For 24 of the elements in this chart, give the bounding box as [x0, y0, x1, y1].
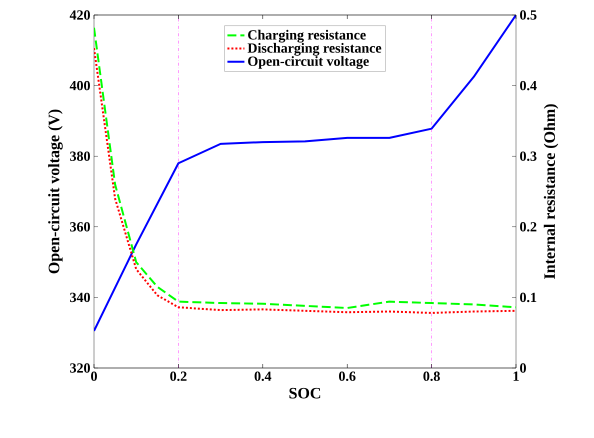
x-tick-label: 0.6 [339, 372, 356, 381]
y2-tick-label: 0.5 [520, 10, 536, 20]
y-tick-label: 420 [70, 10, 90, 20]
x-tick-label: 0.2 [170, 372, 187, 381]
y-tick-label: 320 [70, 363, 90, 373]
y-axis-title: Open-circuit voltage (V) [48, 110, 63, 274]
legend-label: Charging resistance [248, 30, 366, 43]
y-tick-label: 360 [70, 222, 90, 232]
x-tick-label: 1 [514, 372, 519, 381]
x-axis-title: SOC [289, 388, 320, 399]
y-tick-label: 340 [70, 292, 90, 302]
x-tick-label: 0.4 [254, 372, 272, 381]
y2-tick-label: 0.4 [520, 80, 537, 90]
legend-label: Discharging resistance [248, 42, 382, 56]
x-tick-label: 0.8 [423, 372, 440, 381]
y2-tick-label: 0.3 [520, 151, 536, 161]
y-tick-label: 400 [70, 80, 90, 90]
y2-tick-label: 0.1 [520, 292, 536, 302]
x-tick-label: 0 [91, 372, 97, 381]
legend-label: Open-circuit voltage [248, 56, 369, 69]
y2-tick-label: 0 [520, 363, 526, 373]
y2-axis-title: Internal resistance (Ohm) [544, 104, 558, 279]
y2-tick-label: 0.2 [520, 222, 536, 232]
y-tick-label: 380 [70, 151, 90, 161]
